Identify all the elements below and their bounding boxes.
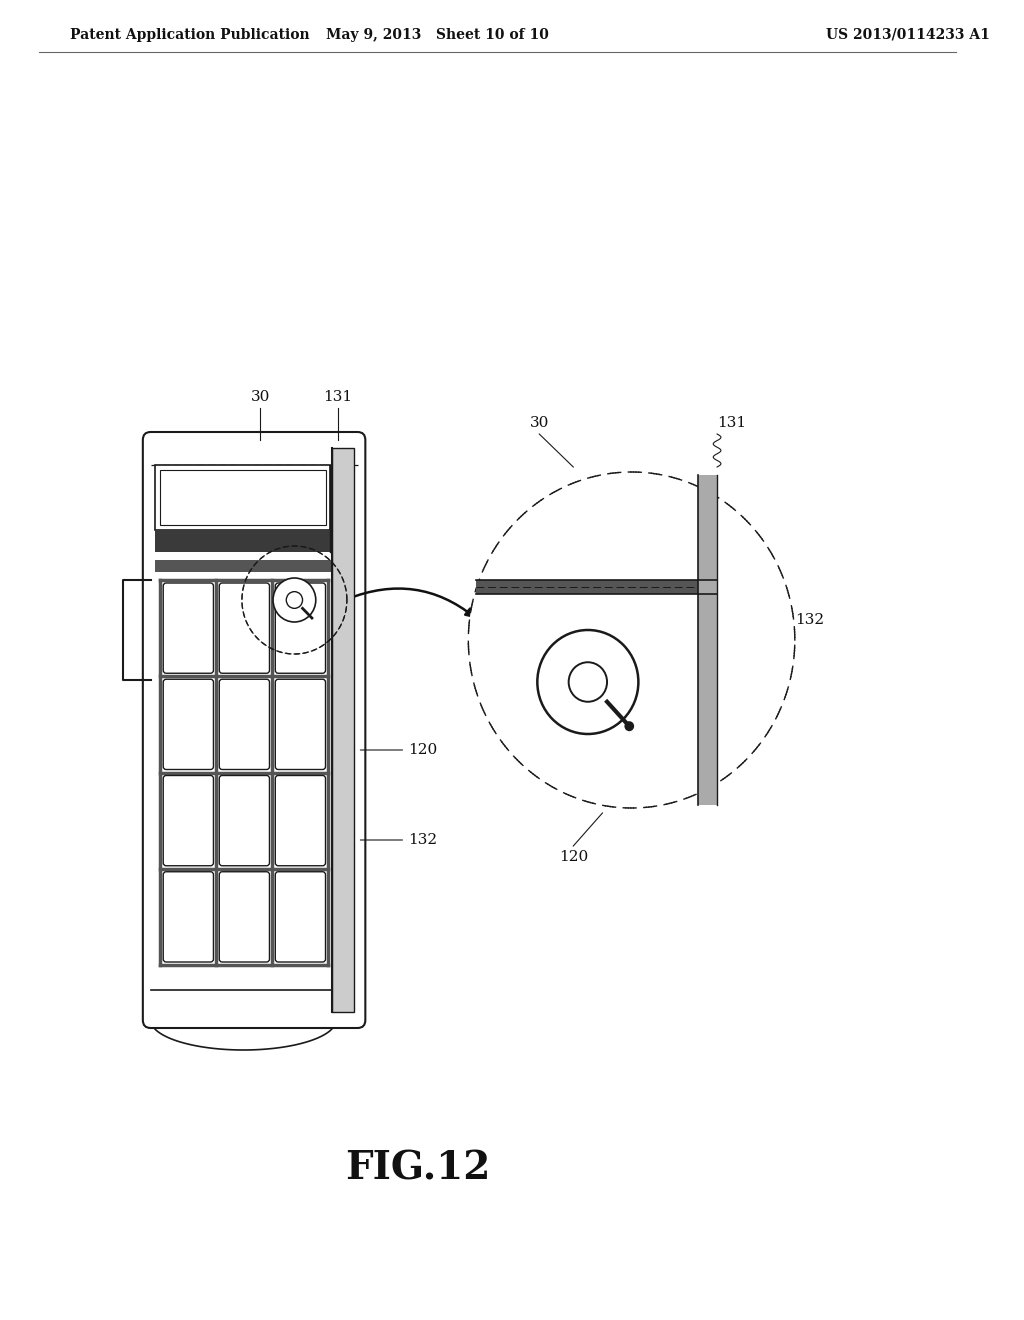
FancyBboxPatch shape bbox=[219, 871, 269, 962]
Bar bbox=[333, 447, 353, 1012]
Circle shape bbox=[538, 630, 638, 734]
Circle shape bbox=[287, 591, 302, 609]
Circle shape bbox=[625, 721, 634, 731]
FancyBboxPatch shape bbox=[142, 432, 366, 1028]
Text: FIG.12: FIG.12 bbox=[345, 1148, 490, 1187]
FancyBboxPatch shape bbox=[275, 776, 326, 866]
FancyBboxPatch shape bbox=[275, 871, 326, 962]
Text: 131: 131 bbox=[324, 389, 352, 404]
FancyBboxPatch shape bbox=[275, 583, 326, 673]
FancyBboxPatch shape bbox=[219, 776, 269, 866]
Bar bbox=[156, 560, 352, 572]
Text: 132: 132 bbox=[795, 612, 824, 627]
Text: 120: 120 bbox=[360, 743, 437, 756]
FancyBboxPatch shape bbox=[219, 680, 269, 770]
FancyBboxPatch shape bbox=[219, 583, 269, 673]
Text: Patent Application Publication: Patent Application Publication bbox=[70, 28, 309, 42]
Text: May 9, 2013   Sheet 10 of 10: May 9, 2013 Sheet 10 of 10 bbox=[326, 28, 549, 42]
FancyBboxPatch shape bbox=[163, 871, 213, 962]
Bar bbox=[697, 475, 717, 805]
Text: D3: D3 bbox=[622, 557, 644, 572]
Circle shape bbox=[273, 578, 315, 622]
FancyBboxPatch shape bbox=[275, 680, 326, 770]
Text: 30: 30 bbox=[529, 416, 549, 430]
Text: 132: 132 bbox=[360, 833, 437, 847]
Text: 131: 131 bbox=[717, 416, 746, 430]
Bar bbox=[476, 579, 697, 594]
Circle shape bbox=[468, 473, 795, 808]
Text: 30: 30 bbox=[251, 389, 270, 404]
Circle shape bbox=[568, 663, 607, 702]
Bar bbox=[156, 465, 331, 531]
FancyBboxPatch shape bbox=[163, 776, 213, 866]
Text: 120: 120 bbox=[559, 850, 588, 865]
FancyBboxPatch shape bbox=[163, 680, 213, 770]
FancyBboxPatch shape bbox=[163, 583, 213, 673]
Text: D4: D4 bbox=[622, 667, 644, 681]
Bar bbox=[156, 531, 352, 552]
Bar bbox=[161, 470, 326, 525]
Text: US 2013/0114233 A1: US 2013/0114233 A1 bbox=[826, 28, 990, 42]
